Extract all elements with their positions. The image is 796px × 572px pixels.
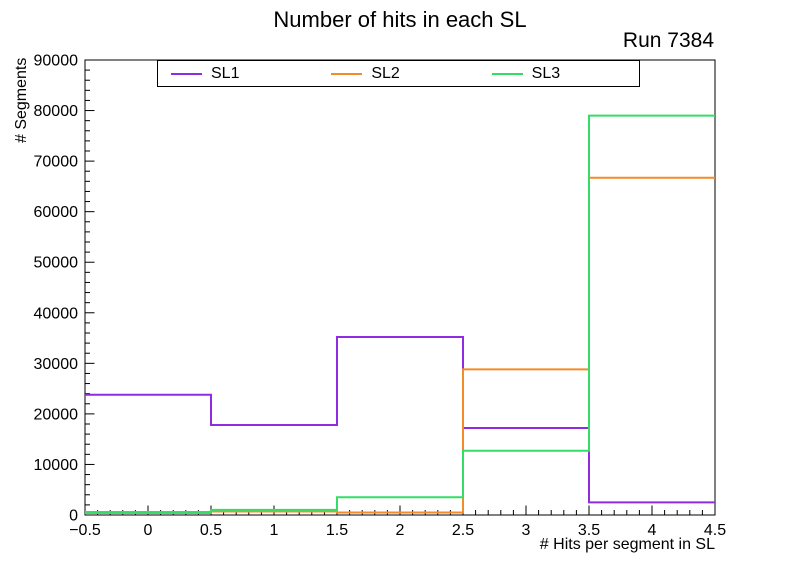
- x-tick-label: 0.5: [200, 522, 222, 539]
- x-tick-label: 1.5: [326, 522, 348, 539]
- sl3-line-swatch: [491, 72, 523, 75]
- legend-label-sl3: SL3: [531, 64, 561, 82]
- x-tick-label: 2: [396, 522, 405, 539]
- legend-label-sl2: SL2: [371, 64, 400, 82]
- x-tick-label: 4: [648, 522, 657, 539]
- y-axis-title: # Segments: [13, 57, 30, 143]
- y-tick-label: 30000: [34, 356, 79, 373]
- x-tick-label: 3: [522, 522, 531, 539]
- series-sl3-line: [85, 114, 715, 513]
- x-axis-title: # Hits per segment in SL: [539, 536, 715, 553]
- x-tick-label: 0: [144, 522, 153, 539]
- chart-title: Number of hits in each SL: [273, 7, 527, 32]
- legend-entry-sl2: SL2: [318, 64, 478, 82]
- x-tick-label: 3.5: [578, 522, 600, 539]
- y-tick-label: 70000: [34, 154, 79, 171]
- sl1-line-swatch: [171, 72, 202, 75]
- legend-entry-sl3: SL3: [479, 64, 639, 82]
- sl2-line-swatch: [331, 72, 363, 75]
- y-tick-label: 10000: [34, 457, 79, 474]
- series-sl2-line: [85, 176, 715, 514]
- x-tick-label: 4.5: [704, 522, 726, 539]
- y-tick-label: 40000: [34, 305, 79, 322]
- legend-entry-sl1: SL1: [158, 64, 318, 82]
- y-tick-label: 90000: [34, 53, 79, 70]
- plot-frame: [84, 59, 716, 516]
- y-tick-label: 60000: [34, 204, 79, 221]
- x-tick-label: −0.5: [69, 522, 101, 539]
- y-tick-label: 50000: [34, 255, 79, 272]
- legend: SL1 SL2 SL3: [157, 60, 640, 87]
- x-tick-label: 2.5: [452, 522, 474, 539]
- series-sl1-line: [85, 336, 715, 504]
- legend-label-sl1: SL1: [211, 64, 240, 82]
- x-tick-label: 1: [270, 522, 279, 539]
- run-label: Run 7384: [622, 29, 714, 52]
- y-tick-label: 20000: [34, 406, 79, 423]
- y-tick-label: 0: [69, 508, 78, 525]
- y-tick-label: 80000: [34, 103, 79, 120]
